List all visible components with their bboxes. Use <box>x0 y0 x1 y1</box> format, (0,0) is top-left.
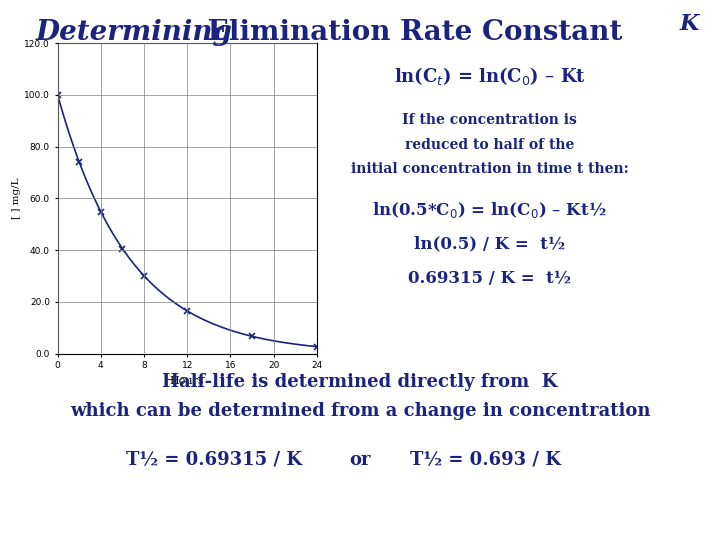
Text: reduced to half of the: reduced to half of the <box>405 138 575 152</box>
Text: If the concentration is: If the concentration is <box>402 113 577 127</box>
Text: ln(0.5) / K =  t½: ln(0.5) / K = t½ <box>414 235 565 252</box>
Text: or: or <box>349 451 371 469</box>
Text: Half-life is determined directly from  K: Half-life is determined directly from K <box>162 373 558 390</box>
X-axis label: Hours: Hours <box>170 376 204 386</box>
Text: Determining: Determining <box>36 19 233 46</box>
Text: Elimination Rate Constant: Elimination Rate Constant <box>198 19 622 46</box>
Y-axis label: [ ] mg/L: [ ] mg/L <box>12 178 22 219</box>
Text: K: K <box>679 14 698 36</box>
Text: ln(C$_t$) = ln(C$_0$) – Kt: ln(C$_t$) = ln(C$_0$) – Kt <box>394 65 585 87</box>
Text: 0.69315 / K =  t½: 0.69315 / K = t½ <box>408 270 571 287</box>
Text: which can be determined from a change in concentration: which can be determined from a change in… <box>70 402 650 420</box>
Text: ln(0.5*C$_0$) = ln(C$_0$) – Kt½: ln(0.5*C$_0$) = ln(C$_0$) – Kt½ <box>372 200 607 220</box>
Text: initial concentration in time t then:: initial concentration in time t then: <box>351 162 629 176</box>
Text: T½ = 0.693 / K: T½ = 0.693 / K <box>410 451 562 469</box>
Text: T½ = 0.69315 / K: T½ = 0.69315 / K <box>126 451 302 469</box>
